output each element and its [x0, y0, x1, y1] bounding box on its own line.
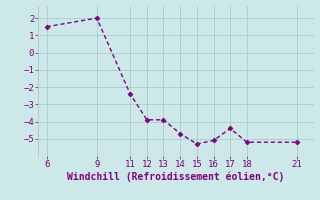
X-axis label: Windchill (Refroidissement éolien,°C): Windchill (Refroidissement éolien,°C) [67, 172, 285, 182]
